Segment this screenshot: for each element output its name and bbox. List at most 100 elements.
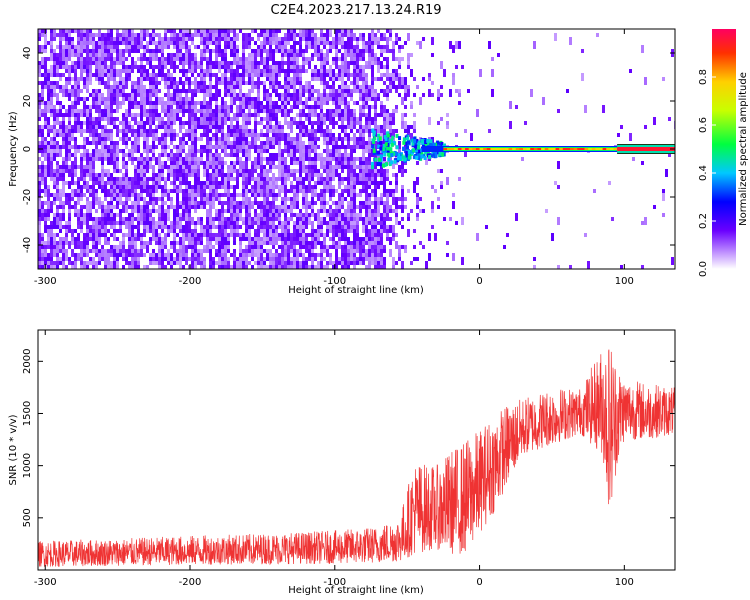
spectrogram-cell [191, 241, 194, 245]
spectrogram-cell [314, 237, 317, 241]
spectrogram-cell [227, 177, 230, 181]
spectrogram-cell [80, 37, 83, 41]
spectrogram-cell [176, 261, 179, 265]
spectrogram-cell [143, 253, 146, 257]
spectrogram-cell [188, 173, 191, 177]
spectrogram-cell [68, 181, 71, 185]
spectrogram-cell [41, 57, 44, 65]
spectrogram-cell [242, 69, 245, 73]
spectrogram-cell [317, 177, 320, 181]
spectrogram-cell [353, 77, 356, 81]
spectrogram-cell [242, 113, 245, 117]
spectrogram-cell [185, 41, 188, 45]
spectrogram-cell [194, 149, 197, 153]
spectrogram-cell [71, 105, 74, 109]
spectrogram-cell [317, 101, 320, 105]
spectrogram-cell [275, 49, 278, 53]
spectrogram-cell [53, 121, 56, 125]
spectrogram-cell [71, 197, 74, 201]
spectrogram-cell [185, 129, 188, 133]
spectrogram-cell [251, 37, 254, 41]
spectrogram-cell [287, 41, 290, 45]
spectrogram-cell [53, 173, 56, 177]
spectrogram-cell [65, 165, 68, 169]
spectrogram-cell [74, 149, 77, 153]
spectrogram-cell [212, 85, 215, 89]
spectrogram-cell [110, 205, 113, 209]
spectrogram-cell [224, 81, 227, 85]
spectrogram-cell [260, 161, 263, 165]
spectrogram-cell [98, 117, 101, 121]
spectrogram-cell [284, 109, 287, 113]
spectrogram-cell [251, 137, 254, 141]
spectrogram-cell [287, 173, 290, 177]
spectrogram-cell [56, 81, 59, 85]
spectrogram-cell [323, 89, 326, 93]
spectrogram-cell [47, 85, 50, 89]
spectrogram-cell [206, 141, 209, 145]
spectrogram-cell [74, 125, 77, 133]
spectrogram-cell [257, 113, 260, 117]
spectrogram-cell [80, 69, 83, 73]
spectrogram-cell [296, 113, 299, 117]
spectrogram-cell [317, 117, 320, 121]
spectrogram-cell [164, 57, 167, 61]
spectrogram-cell [311, 157, 314, 161]
spectrogram-cell [275, 121, 278, 125]
spectrogram-cell [137, 141, 140, 145]
spectrogram-cell [116, 205, 119, 209]
spectrogram-cell [152, 81, 155, 85]
spectrogram-cell [320, 205, 323, 209]
spectrogram-cell [236, 193, 239, 197]
spectrogram-cell [287, 141, 290, 145]
spectrogram-cell [47, 125, 50, 129]
spectrogram-cell [77, 109, 80, 113]
spectrogram-cell [239, 109, 242, 113]
spectrogram-cell [281, 209, 284, 213]
spectrogram-cell [194, 169, 197, 173]
spectrogram-cell [194, 93, 197, 97]
spectrogram-cell [101, 217, 104, 221]
spectrogram-cell [188, 161, 191, 165]
spectrogram-cell [350, 49, 353, 53]
spectrogram-cell [185, 185, 188, 189]
spectrogram-cell [251, 177, 254, 181]
spectrogram-cell [221, 217, 224, 221]
spectrogram-cell [164, 213, 167, 217]
spectrogram-cell [308, 129, 311, 133]
spectrogram-cell [83, 77, 86, 81]
spectrogram-cell [116, 197, 119, 201]
spectrogram-cell [269, 113, 272, 117]
spectrogram-cell [305, 249, 308, 253]
spectrogram-cell [218, 237, 221, 241]
spectrogram-cell [287, 121, 290, 129]
spectrogram-cell [323, 161, 326, 165]
spectrogram-cell [362, 37, 365, 41]
spectrogram-cell [185, 133, 188, 137]
spectrogram-cell [152, 149, 155, 153]
spectrogram-cell [368, 37, 371, 41]
spectrogram-cell [134, 265, 137, 269]
spectrogram-cell [188, 257, 191, 261]
spectrogram-cell [38, 249, 41, 253]
spectrogram-cell [179, 81, 182, 85]
spectrogram-cell [167, 125, 170, 129]
spectrogram-cell [152, 257, 155, 261]
spectrogram-cell [203, 69, 206, 73]
spectrogram-cell [266, 61, 269, 65]
spectrogram-cell [83, 145, 86, 149]
spectrogram-cell [215, 41, 218, 45]
spectrogram-cell [323, 93, 326, 97]
spectrogram-cell [68, 245, 71, 249]
spectrogram-cell [329, 157, 332, 161]
spectrogram-cell [200, 217, 203, 221]
spectrogram-cell [206, 229, 209, 233]
spectrogram-cell [110, 117, 113, 125]
spectrogram-cell [221, 257, 224, 261]
spectrogram-cell [167, 89, 170, 93]
spectrogram-cell [53, 73, 56, 77]
spectrogram-cell [149, 257, 152, 261]
spectrogram-cell [356, 137, 359, 141]
spectrogram-cell [281, 57, 284, 61]
spectrogram-cell [182, 133, 185, 137]
